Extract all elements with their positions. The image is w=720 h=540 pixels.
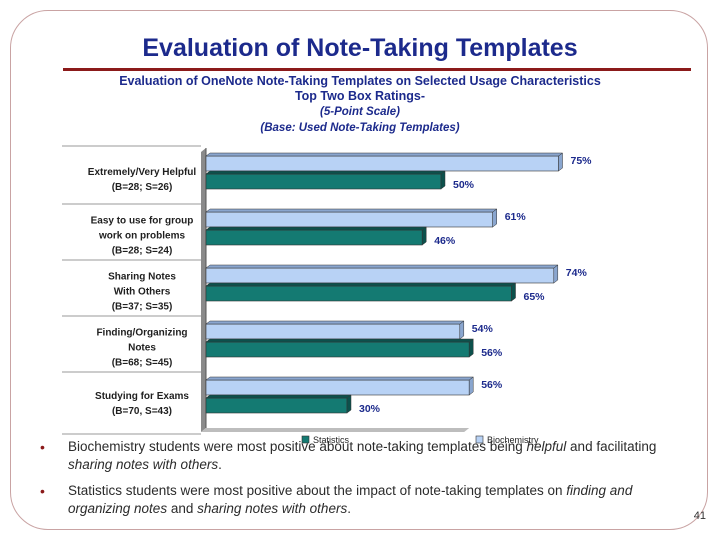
data-label-statistics-3: 65%: [524, 291, 546, 303]
category-label-5-line-1: Studying for Exams: [95, 391, 189, 402]
bullet-1-fragment-3: and facilitating: [566, 439, 657, 454]
bar-statistics-3-top: [205, 282, 517, 287]
bullet-text-1: Biochemistry students were most positive…: [68, 439, 656, 472]
bar-biochemistry-4: [205, 323, 461, 340]
bar-statistics-1-top: [205, 170, 446, 175]
bullet-text-2: Statistics students were most positive a…: [68, 483, 632, 516]
category-label-1-line-2: (B=28; S=26): [112, 182, 173, 193]
category-label-3-line-3: (B=37; S=35): [112, 302, 173, 313]
category-label-3-line-2: With Others: [114, 287, 171, 298]
bullet-2-fragment-1: Statistics students were most positive a…: [68, 483, 567, 498]
data-label-statistics-4: 56%: [481, 347, 503, 359]
chart-axis-wall: [201, 148, 206, 432]
bar-statistics-4: [205, 341, 470, 358]
legend-label-biochemistry: Biochemistry: [487, 435, 539, 445]
bar-biochemistry-2: [205, 211, 494, 228]
title-rule: [63, 68, 691, 71]
bullet-1-fragment-1: Biochemistry students were most positive…: [68, 439, 527, 454]
page-number: 41: [693, 510, 706, 522]
legend-swatch-biochemistry: [475, 435, 484, 444]
bullet-list: • Biochemistry students were most positiv…: [36, 438, 686, 526]
data-label-biochemistry-2: 61%: [505, 211, 527, 223]
legend-swatch-statistics: [301, 435, 310, 444]
data-label-biochemistry-5: 56%: [481, 379, 503, 391]
bar-biochemistry-3-top: [205, 264, 559, 269]
category-label-2-line-3: (B=28; S=24): [112, 246, 173, 257]
category-label-2-line-1: Easy to use for group: [91, 216, 194, 227]
bullet-1-fragment-2: helpful: [526, 439, 567, 454]
bar-statistics-5-top: [205, 394, 352, 399]
bar-biochemistry-1-top: [205, 152, 564, 157]
bullet-symbol: •: [40, 483, 45, 499]
bar-statistics-3: [205, 285, 512, 302]
category-label-1-line-1: Extremely/Very Helpful: [88, 167, 197, 178]
bullet-symbol: •: [40, 439, 45, 455]
data-label-statistics-1: 50%: [453, 179, 475, 191]
category-label-4-line-3: (B=68; S=45): [112, 358, 173, 369]
bullet-item-1: • Biochemistry students were most positiv…: [36, 438, 686, 474]
category-label-3-line-1: Sharing Notes: [108, 272, 176, 283]
bar-statistics-5: [205, 397, 348, 414]
bullet-2-fragment-2: finding and organizing notes: [68, 483, 633, 516]
chart-floor: [201, 428, 470, 432]
chart-subtitle-line-1: (5-Point Scale): [320, 106, 400, 118]
category-label-4-line-1: Finding/Organizing: [96, 328, 187, 339]
bar-statistics-4-top: [205, 338, 474, 343]
bar-statistics-2-top: [205, 226, 427, 231]
chart-subtitle-line-2: (Base: Used Note-Taking Templates): [260, 122, 460, 134]
data-label-statistics-5: 30%: [359, 403, 381, 415]
bullet-item-2: • Statistics students were most positive …: [36, 482, 686, 518]
category-label-5-line-2: (B=70, S=43): [112, 406, 172, 417]
data-label-biochemistry-3: 74%: [566, 267, 588, 279]
data-label-biochemistry-1: 75%: [571, 155, 593, 167]
slide-frame: [10, 10, 708, 530]
bullet-1-fragment-4: sharing notes with others: [68, 457, 219, 472]
bar-biochemistry-3: [205, 267, 555, 284]
slide-title: Evaluation of Note-Taking Templates: [142, 34, 578, 62]
bar-biochemistry-2-top: [205, 208, 498, 213]
category-label-2-line-2: work on problems: [98, 231, 186, 242]
bar-biochemistry-4-top: [205, 320, 465, 325]
data-label-biochemistry-4: 54%: [472, 323, 494, 335]
legend-label-statistics: Statistics: [313, 435, 350, 445]
bullet-2-fragment-4: sharing notes with others: [197, 501, 348, 516]
data-label-statistics-2: 46%: [434, 235, 456, 247]
bar-statistics-2: [205, 229, 423, 246]
bullet-2-fragment-3: and: [167, 501, 198, 516]
bar-biochemistry-5-top: [205, 376, 474, 381]
chart-title-line-1: Evaluation of OneNote Note-Taking Templa…: [119, 74, 601, 88]
bar-biochemistry-5: [205, 379, 470, 396]
chart-title-line-2: Top Two Box Ratings-: [294, 89, 426, 103]
category-label-4-line-2: Notes: [128, 343, 156, 354]
bullet-2-fragment-5: .: [347, 501, 351, 516]
bullet-1-fragment-5: .: [218, 457, 222, 472]
bar-biochemistry-1: [205, 155, 559, 172]
bar-statistics-1: [205, 173, 442, 190]
